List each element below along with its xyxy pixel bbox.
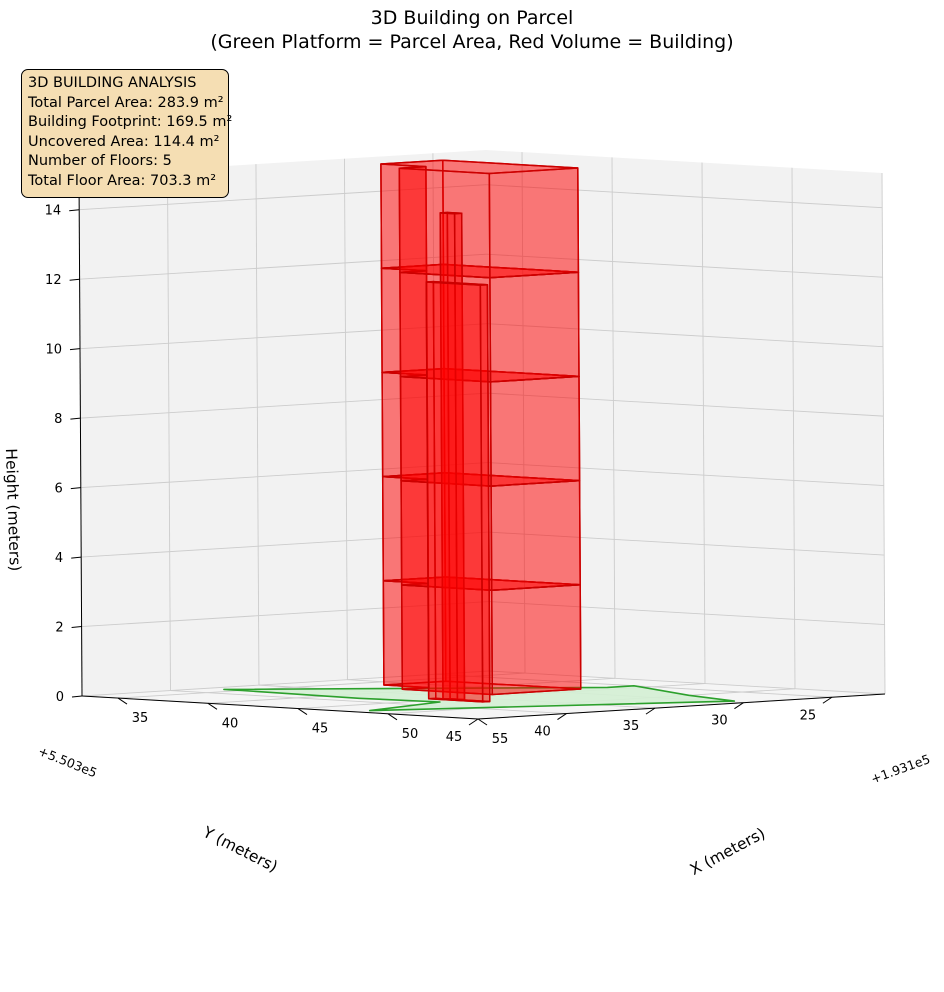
x-tick-label: 45 — [312, 722, 329, 737]
x-axis-title: X (meters) — [687, 824, 768, 879]
z-tick-mark — [70, 487, 81, 490]
floor-5-wall — [488, 167, 580, 279]
info-building-footprint: Building Footprint: 169.5 m² — [28, 114, 233, 130]
y-tick-mark — [468, 718, 479, 726]
grid-line-z-left — [80, 392, 488, 419]
x-tick-mark — [207, 702, 218, 710]
z-tick-label: 6 — [55, 482, 63, 497]
x-tick-mark — [477, 718, 488, 726]
y-tick-mark — [822, 696, 833, 704]
z-tick-mark — [70, 417, 81, 420]
z-tick-label: 2 — [55, 621, 63, 636]
z-tick-label: 14 — [45, 204, 62, 219]
grid-line-x-wall — [611, 157, 616, 679]
grid-line-z-left — [79, 184, 487, 211]
z-tick-label: 0 — [56, 690, 64, 705]
y-tick-label: 30 — [711, 714, 728, 729]
stair-core-wall — [425, 281, 484, 703]
z-tick-mark — [71, 556, 82, 559]
grid-line-y-wall — [167, 169, 171, 691]
y-tick-label: 25 — [800, 708, 817, 723]
grid-line-x-wall — [881, 172, 886, 695]
y-tick-label: 35 — [623, 719, 640, 734]
geometry — [223, 159, 736, 712]
stair-core-wall — [479, 283, 491, 703]
grid-line-y-wall — [343, 158, 348, 680]
y-tick-mark — [645, 707, 656, 715]
pane-back-left — [79, 150, 489, 696]
x-tick-label: 55 — [492, 732, 509, 747]
grid-line-z-right — [488, 601, 885, 625]
grid-line-z-left — [79, 253, 487, 280]
info-parcel-area: Total Parcel Area: 283.9 m² — [28, 94, 224, 111]
x-tick-label: 35 — [132, 711, 149, 726]
x-tick-label: 40 — [222, 716, 239, 731]
x-tick-mark — [297, 708, 308, 715]
pane-back-right — [486, 150, 885, 694]
chart-title-line1: 3D Building on Parcel — [370, 7, 574, 29]
y-axis-line — [477, 693, 886, 720]
z-axis-line — [78, 174, 83, 697]
z-tick-label: 12 — [45, 273, 62, 288]
grid-line-z-left — [81, 670, 490, 697]
grid-lines — [78, 152, 886, 720]
z-tick-label: 4 — [55, 551, 63, 566]
x-axis-line — [81, 695, 479, 720]
y-axis-title: Y (meters) — [199, 823, 280, 876]
floor-4-wall — [489, 271, 580, 383]
x-tick-mark — [387, 713, 398, 721]
axes — [69, 174, 886, 726]
info-heading: 3D BUILDING ANALYSIS — [28, 75, 197, 91]
z-tick-mark — [69, 348, 81, 351]
info-total-floor-area: Total Floor Area: 703.3 m² — [28, 172, 217, 189]
grid-line-y-floor — [170, 690, 567, 715]
z-tick-label: 8 — [54, 412, 62, 427]
grid-line-z-left — [81, 601, 489, 627]
floor-3-wall — [489, 375, 581, 487]
grid-line-z-right — [486, 253, 883, 278]
y-offset-label: +5.503e5 — [36, 743, 99, 780]
analysis-info-box: 3D BUILDING ANALYSIS Total Parcel Area: … — [21, 69, 233, 198]
z-tick-mark — [71, 695, 83, 698]
y-tick-mark — [734, 702, 744, 710]
chart-title-line2: (Green Platform = Parcel Area, Red Volum… — [210, 31, 734, 53]
y-tick-label: 45 — [446, 730, 463, 745]
grid-line-z-right — [488, 670, 886, 695]
chart-title: 3D Building on Parcel (Green Platform = … — [0, 6, 944, 54]
grid-line-z-right — [486, 323, 884, 348]
grid-line-z-right — [488, 531, 885, 556]
grid-line-z-right — [487, 462, 884, 487]
axis-panes — [79, 150, 885, 719]
grid-line-z-right — [486, 184, 883, 209]
z-axis-title: Height (meters) — [2, 448, 24, 572]
z-tick-mark — [69, 209, 80, 212]
z-tick-label: 10 — [45, 343, 62, 358]
z-tick-mark — [69, 278, 80, 281]
grid-line-y-wall — [255, 164, 260, 686]
parcel-platform — [223, 684, 736, 712]
floor-2-wall — [490, 479, 581, 592]
z-tick-mark — [71, 626, 82, 629]
x-tick-label: 50 — [402, 727, 419, 742]
grid-line-x-wall — [521, 152, 526, 674]
x-tick-mark — [117, 697, 128, 705]
floor-5-wall — [398, 167, 491, 279]
grid-line-x-wall — [701, 162, 706, 684]
info-number-of-floors: Number of Floors: 5 — [28, 153, 172, 169]
grid-line-z-left — [80, 462, 488, 489]
grid-line-z-right — [487, 392, 884, 417]
grid-line-z-left — [81, 531, 489, 558]
grid-line-z-left — [79, 323, 488, 350]
y-tick-label: 40 — [534, 725, 551, 740]
y-tick-mark — [557, 713, 567, 720]
grid-line-x-wall — [791, 167, 796, 689]
x-offset-label: +1.931e5 — [869, 751, 932, 786]
floor-1-wall — [490, 584, 582, 696]
info-uncovered-area: Uncovered Area: 114.4 m² — [28, 133, 220, 150]
